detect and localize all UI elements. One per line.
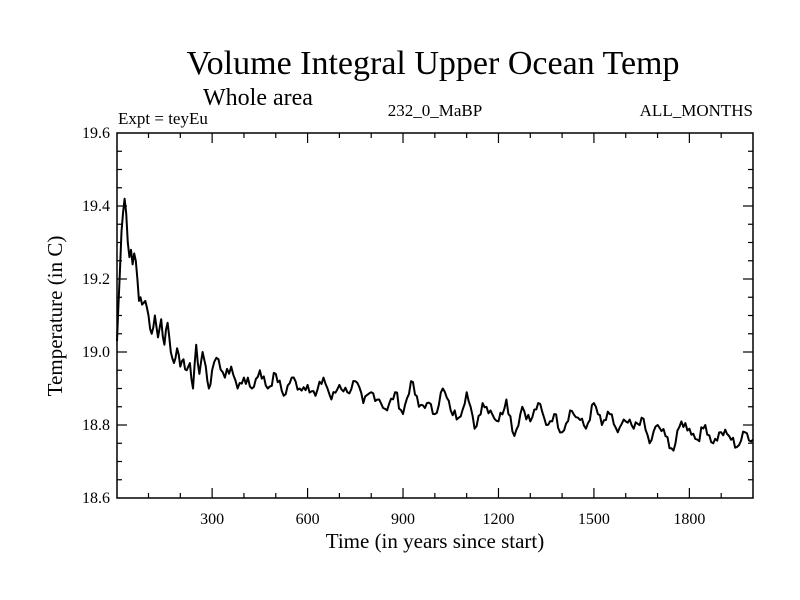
- x-axis-label: Time (in years since start): [326, 529, 545, 553]
- series-line: [116, 197, 754, 452]
- y-tick-label: 19.4: [82, 198, 110, 215]
- x-tick-label: 600: [296, 511, 320, 528]
- y-axis-label: Temperature (in C): [43, 236, 67, 397]
- x-tick-label: 900: [391, 511, 415, 528]
- y-tick-label: 19.0: [82, 344, 110, 361]
- x-tick-label: 300: [200, 511, 224, 528]
- x-tick-label: 1500: [578, 511, 610, 528]
- y-tick-label: 18.6: [82, 490, 110, 507]
- period-label: 232_0_MaBP: [388, 101, 482, 120]
- y-tick-label: 19.6: [82, 125, 110, 142]
- experiment-label: Expt = teyEu: [118, 109, 208, 128]
- chart-subtitle: Whole area: [203, 85, 313, 111]
- chart-title: Volume Integral Upper Ocean Temp: [187, 45, 680, 82]
- months-label: ALL_MONTHS: [640, 101, 753, 120]
- plot-frame: [116, 132, 754, 499]
- y-tick-label: 19.2: [82, 271, 110, 288]
- y-tick-label: 18.8: [82, 417, 110, 434]
- x-tick-label: 1800: [673, 511, 705, 528]
- x-tick-label: 1200: [482, 511, 514, 528]
